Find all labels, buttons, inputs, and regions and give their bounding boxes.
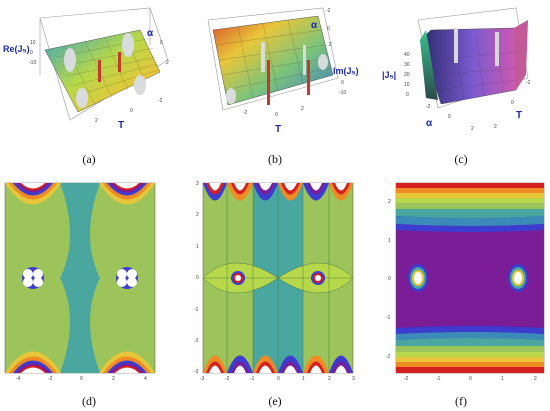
panel-f-xtick: -1: [436, 376, 441, 382]
panel-a-ztick: 10: [30, 40, 36, 46]
panel-a-ttick: -2: [158, 98, 163, 104]
panel-c-ttick: 0: [511, 100, 514, 106]
panel-f-plot: [395, 182, 545, 374]
panel-e-ytick: -2: [194, 338, 199, 344]
panel-e-xtick: 0: [277, 376, 280, 382]
panel-d-xtick: -4: [16, 376, 21, 382]
panel-e-xtick: 3: [352, 376, 355, 382]
panel-d-singularity-left: [22, 267, 44, 289]
panel-c-atick: -2: [426, 104, 431, 110]
panel-d-xtick: 2: [112, 376, 115, 382]
panel-a-surface: Re(J₅) α T 10 0 -10 0 2 2 0 -2: [0, 0, 183, 140]
panel-b-atick: 2: [329, 42, 332, 48]
panel-a-t-label: T: [118, 120, 125, 131]
panel-d-xtick: 4: [144, 376, 147, 382]
caption-f: (f): [455, 394, 467, 408]
panel-c-ztick: 30: [404, 62, 410, 68]
panel-f-ring-left: [408, 264, 428, 292]
panel-b-ttick: -2: [243, 110, 248, 116]
panel-e-ytick: 2: [196, 212, 199, 218]
panel-b-zlabel: Im(J₅): [333, 66, 359, 76]
panel-b-atick: -2: [326, 8, 331, 14]
caption-d: (d): [82, 394, 96, 408]
panel-c-plot: [417, 7, 529, 109]
panel-c-alpha-label: α: [426, 118, 433, 129]
panel-b-t-label: T: [275, 124, 282, 135]
panel-b-ztick: 0: [341, 80, 344, 86]
panel-c-ztick: 20: [404, 72, 410, 78]
panel-f-ytick: 0: [388, 276, 391, 282]
panel-b-atick: 0: [327, 26, 330, 32]
panel-e-singularity-right: [311, 271, 325, 285]
panel-c-t-label: T: [516, 110, 523, 121]
panel-e-xtick: -2: [225, 376, 230, 382]
panel-e-ytick: -3: [194, 369, 199, 375]
panel-f-xtick: 1: [501, 376, 504, 382]
panel-e-ytick: 3: [196, 181, 199, 187]
panel-e-top-lobes: [203, 183, 353, 201]
panel-d-bottom-lobes: [5, 351, 155, 373]
panel-c-atick: 2: [471, 126, 474, 132]
panel-b-alpha-label: α: [311, 20, 318, 31]
panel-c-surface: |J₅| α T 40 30 20 10 0 -2 0 2 2 0 -2: [366, 0, 550, 140]
panel-b-ztick: -10: [339, 90, 347, 96]
panel-c-ztick: 40: [404, 52, 410, 58]
panel-d-top-lobes: [5, 183, 155, 205]
panel-f-ytick: -1: [386, 315, 391, 321]
caption-e: (e): [268, 394, 282, 408]
panel-f-ytick: 1: [388, 238, 391, 244]
panel-e-xtick: -1: [250, 376, 255, 382]
panel-e-ytick: 1: [196, 244, 199, 250]
panel-c-ztick: 10: [404, 82, 410, 88]
panel-d-xtick: 0: [80, 376, 83, 382]
caption-a: (a): [82, 152, 96, 166]
panel-a-atick: 0: [160, 40, 163, 46]
panel-a-atick: 2: [166, 60, 169, 66]
panel-d-contour: -4 -2 0 2 4: [0, 178, 183, 388]
panel-f-top-bands: [396, 183, 544, 232]
panel-e-xtick: -3: [200, 376, 205, 382]
panel-e-ytick: 0: [196, 275, 199, 281]
panel-b-ttick: 0: [275, 112, 278, 118]
panel-b-plot: [207, 7, 339, 111]
panel-e-bottom-lobes: [203, 355, 353, 373]
panel-d-xtick: -2: [48, 376, 53, 382]
panel-a-alpha-label: α: [147, 28, 154, 39]
caption-c: (c): [454, 152, 468, 166]
panel-c-zlabel: |J₅|: [382, 70, 397, 80]
panel-e-singularity-left: [231, 271, 245, 285]
panel-a-ztick: -10: [29, 60, 37, 66]
panel-a-plot: [39, 7, 169, 121]
panel-b-surface: α Im(J₅) T -2 0 2 0 -10 -2 0 2: [183, 0, 366, 140]
panel-a-ttick: 0: [130, 108, 133, 114]
panel-f-contour: 2 1 0 -1 -2 -2 -1 0 1 2: [366, 178, 550, 388]
panel-f-bottom-bands: [396, 326, 544, 373]
panel-a-ztick: 0: [30, 50, 33, 56]
panel-c-ztick: 0: [406, 92, 409, 98]
panel-f-ring-right: [508, 264, 528, 292]
panel-f-xtick: -2: [404, 376, 409, 382]
panel-e-xtick: 2: [328, 376, 331, 382]
panel-c-atick: 0: [448, 114, 451, 120]
panel-b-ttick: 2: [301, 106, 304, 112]
panel-e-contour: 3 2 1 0 -1 -2 -3 -3 -2 -1 0 1 2 3: [183, 178, 366, 388]
panel-e-ytick: -1: [194, 307, 199, 313]
panel-a-zlabel: Re(J₅): [3, 44, 30, 54]
panel-f-ytick: -2: [386, 354, 391, 360]
panel-d-singularity-right: [116, 267, 138, 289]
panel-e-plot: [202, 182, 354, 374]
panel-c-ttick: -2: [526, 80, 531, 86]
panel-f-ytick: 2: [388, 199, 391, 205]
panel-f-xtick: 0: [469, 376, 472, 382]
panel-e-xtick: 1: [302, 376, 305, 382]
caption-b: (b): [268, 152, 282, 166]
panel-d-plot: [4, 182, 156, 374]
panel-f-xtick: 2: [534, 376, 537, 382]
panel-a-ttick: 2: [95, 118, 98, 124]
panel-c-ttick: 2: [494, 124, 497, 130]
